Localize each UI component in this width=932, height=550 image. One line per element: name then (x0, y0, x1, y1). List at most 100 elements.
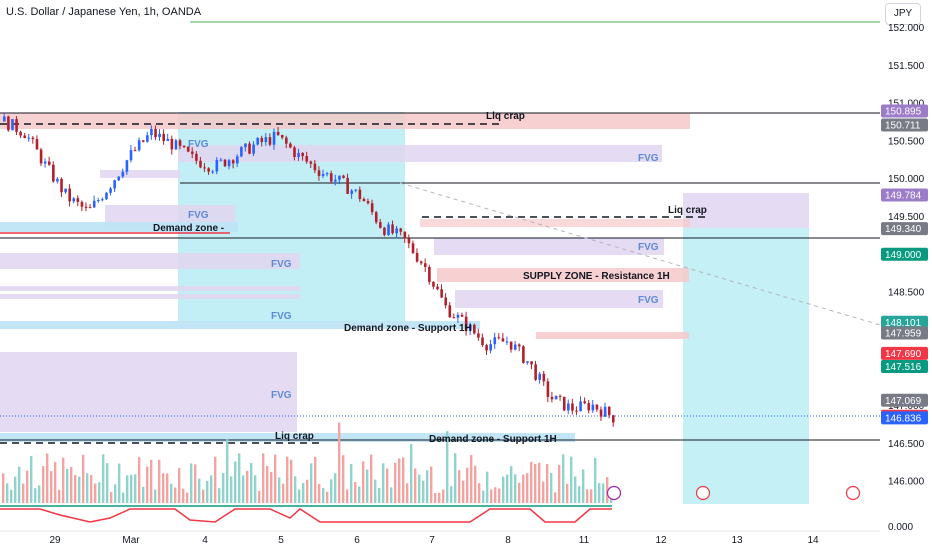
volume-bar (542, 481, 545, 503)
candle-body (313, 163, 317, 171)
candle-body (517, 344, 521, 347)
candle-body (317, 170, 321, 176)
candle-body (260, 137, 264, 143)
candle-body (11, 119, 14, 131)
fvg-zone-top (178, 145, 662, 162)
candle-body (387, 224, 390, 235)
volume-bar (606, 477, 609, 503)
volume-bar (486, 471, 489, 503)
candle-body (325, 173, 329, 175)
currency-selector[interactable]: JPY (885, 3, 921, 25)
volume-bar (322, 487, 325, 503)
volume-bars (2, 422, 613, 503)
volume-bar (38, 485, 41, 503)
y-tick-label: 150.000 (888, 174, 925, 185)
candle-body (199, 160, 202, 168)
volume-bar (550, 473, 553, 503)
price-tag-label: 147.516 (885, 362, 922, 373)
volume-bar (158, 459, 161, 503)
fvg-zone-lower-right (455, 290, 663, 308)
candle-body (305, 156, 309, 162)
volume-bar (294, 476, 297, 503)
volume-bar (14, 476, 17, 503)
candle-body (219, 159, 223, 161)
volume-bar (522, 474, 525, 503)
volume-bar (338, 422, 341, 503)
volume-bar (182, 488, 185, 503)
volume-bar (206, 480, 209, 503)
volume-bar (90, 474, 93, 503)
volume-bar (58, 489, 61, 503)
supply-zone-small (536, 332, 689, 339)
candle-body (146, 135, 149, 142)
candle-body (358, 189, 362, 199)
volume-bar (150, 459, 153, 503)
volume-bar (594, 457, 597, 503)
volume-bar (358, 486, 361, 503)
volume-bar (118, 463, 121, 503)
volume-bar (34, 488, 37, 503)
candle-body (293, 147, 296, 157)
fvg-label: FVG (271, 390, 292, 401)
volume-bar (222, 473, 225, 503)
price-tag (881, 326, 928, 340)
price-tag (881, 411, 928, 425)
volume-bar (142, 486, 145, 503)
candle-body (7, 116, 10, 131)
candle-body (534, 364, 537, 380)
volume-bar (170, 483, 173, 503)
candle-body (252, 144, 255, 154)
volume-bar (22, 483, 25, 503)
volume-bar (210, 475, 213, 503)
candle-body (423, 263, 427, 267)
volume-bar (274, 454, 277, 503)
volume-bar (378, 488, 381, 503)
candle-body (464, 316, 468, 331)
volume-bar (566, 483, 569, 503)
y-tick-label: 146.500 (888, 439, 925, 450)
supply-label: SUPPLY ZONE - Resistance 1H (523, 271, 670, 282)
candle-body (203, 167, 206, 169)
volume-bar (390, 487, 393, 503)
candle-body (436, 286, 439, 290)
candle-body (411, 243, 415, 253)
candle-body (64, 188, 67, 193)
volume-bar (166, 473, 169, 503)
candles (3, 113, 615, 427)
volume-bar (282, 483, 285, 503)
candle-body (468, 324, 472, 331)
volume-bar (386, 468, 389, 503)
fvg-zone-left (0, 253, 300, 269)
fvg-thin-2 (0, 294, 300, 299)
volume-bar (66, 468, 69, 503)
candle-body (43, 161, 47, 164)
fvg-label: FVG (638, 295, 659, 306)
candle-body (191, 151, 194, 154)
candle-body (612, 415, 615, 423)
volume-bar (454, 453, 457, 503)
volume-bar (134, 474, 137, 503)
price-tag (881, 222, 928, 236)
candle-body (133, 150, 137, 152)
candle-body (182, 145, 186, 148)
price-tag-label: 149.000 (885, 250, 922, 261)
volume-bar (186, 492, 189, 503)
candle-body (395, 228, 398, 234)
volume-bar (458, 470, 461, 503)
volume-bar (330, 479, 333, 503)
candle-body (297, 152, 300, 157)
volume-bar (598, 483, 601, 503)
candle-body (501, 338, 505, 342)
price-axis: 152.000 151.500 151.000 150.500 150.000 149.5… (881, 23, 928, 488)
candle-body (497, 337, 501, 339)
volume-bar (26, 470, 29, 503)
candle-body (444, 297, 448, 306)
x-tick-label: 29 (49, 535, 61, 546)
x-tick-label: 12 (655, 535, 667, 546)
candle-body (419, 261, 423, 264)
volume-bar (470, 455, 473, 503)
candle-body (129, 150, 133, 161)
volume-bar (290, 459, 293, 503)
candle-body (215, 160, 219, 172)
